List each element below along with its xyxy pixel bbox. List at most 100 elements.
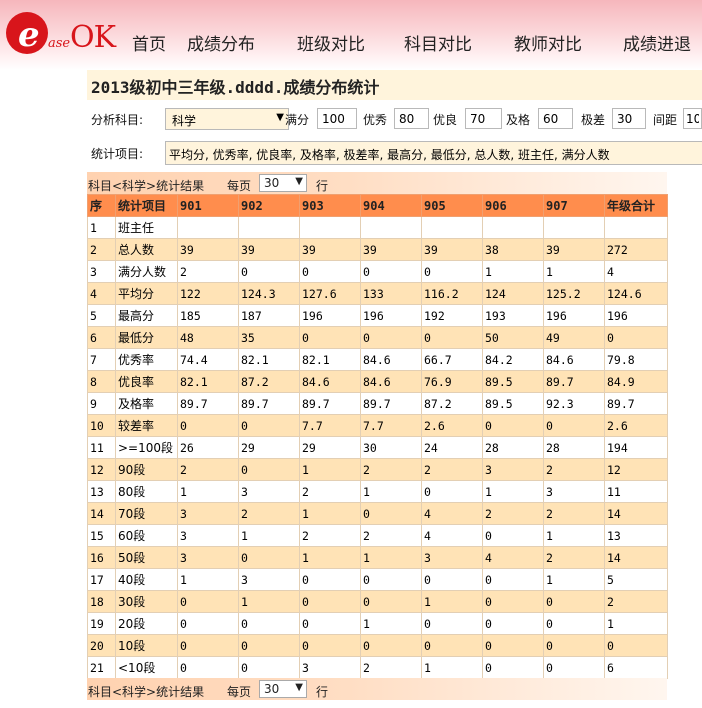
- table-cell: 196: [543, 304, 605, 327]
- table-cell: 3: [299, 656, 361, 679]
- pager-top-per-page-select[interactable]: 30 ▼: [259, 174, 307, 192]
- table-cell: 127.6: [299, 282, 361, 305]
- good-input[interactable]: [465, 108, 502, 129]
- pass-input[interactable]: [538, 108, 573, 129]
- table-cell: 3: [238, 568, 300, 591]
- table-cell: 3: [543, 480, 605, 503]
- row-index-cell: 11: [87, 436, 116, 459]
- table-cell: 1: [360, 546, 422, 569]
- row-index-cell: 19: [87, 612, 116, 635]
- row-index-cell: 6: [87, 326, 116, 349]
- table-cell: [543, 216, 605, 239]
- excellent-input[interactable]: [394, 108, 429, 129]
- table-cell: 196: [604, 304, 668, 327]
- row-index-cell: 9: [87, 392, 116, 415]
- table-cell: 1: [238, 524, 300, 547]
- nav-score-progress[interactable]: 成绩进退: [623, 35, 691, 55]
- table-cell: 0: [482, 634, 544, 657]
- table-cell: 0: [421, 326, 483, 349]
- table-cell: 0: [604, 634, 668, 657]
- nav-teacher-comparison[interactable]: 教师对比: [514, 35, 582, 55]
- pager-bottom-per-page-label: 每页: [227, 685, 252, 699]
- table-cell: 0: [543, 590, 605, 613]
- logo[interactable]: e ase OK: [4, 6, 122, 60]
- nav-home[interactable]: 首页: [132, 35, 166, 55]
- table-cell: 84.6: [299, 370, 361, 393]
- table-cell: 0: [482, 656, 544, 679]
- poor-input[interactable]: [612, 108, 646, 129]
- table-row: 13 80段 1 3 2 1 0 1 3 11: [87, 480, 668, 503]
- table-cell: 1: [543, 568, 605, 591]
- pager-bottom-row-label: 行: [316, 685, 329, 699]
- table-cell: 76.9: [421, 370, 483, 393]
- nav-score-distribution[interactable]: 成绩分布: [187, 35, 255, 55]
- table-cell: 194: [604, 436, 668, 459]
- row-label-cell: 最低分: [115, 326, 178, 349]
- full-score-input[interactable]: [317, 108, 357, 129]
- nav-subject-comparison[interactable]: 科目对比: [404, 35, 472, 55]
- table-cell: 2: [482, 502, 544, 525]
- table-cell: 0: [299, 634, 361, 657]
- row-index-cell: 18: [87, 590, 116, 613]
- nav-class-comparison[interactable]: 班级对比: [297, 35, 365, 55]
- table-cell: 2: [543, 502, 605, 525]
- column-header: 903: [299, 194, 361, 217]
- results-panel: 科目<科学>统计结果 每页 30 ▼ 行 序 统计项目 901 902 903 …: [87, 172, 668, 700]
- table-cell: 89.7: [360, 392, 422, 415]
- table-cell: 0: [360, 590, 422, 613]
- table-cell: 0: [482, 414, 544, 437]
- table-cell: 0: [238, 458, 300, 481]
- items-input[interactable]: 平均分, 优秀率, 优良率, 及格率, 极差率, 最高分, 最低分, 总人数, …: [165, 141, 702, 165]
- column-header: 907: [543, 194, 605, 217]
- table-cell: 3: [421, 546, 483, 569]
- row-label-cell: 最高分: [115, 304, 178, 327]
- table-cell: 0: [238, 656, 300, 679]
- table-row: 20 10段 0 0 0 0 0 0 0 0: [87, 634, 668, 657]
- table-cell: 29: [238, 436, 300, 459]
- subject-select[interactable]: 科学 ▼: [165, 108, 289, 130]
- table-cell: 196: [360, 304, 422, 327]
- table-cell: 0: [482, 524, 544, 547]
- table-cell: 82.1: [177, 370, 239, 393]
- table-row: 15 60段 3 1 2 2 4 0 1 13: [87, 524, 668, 547]
- table-cell: 74.4: [177, 348, 239, 371]
- table-cell: 0: [360, 326, 422, 349]
- row-index-cell: 4: [87, 282, 116, 305]
- table-row: 8 优良率 82.1 87.2 84.6 84.6 76.9 89.5 89.7 84.9: [87, 370, 668, 393]
- table-cell: 2: [543, 458, 605, 481]
- row-index-cell: 5: [87, 304, 116, 327]
- interval-label: 间距: [653, 113, 678, 127]
- pager-bottom-per-page-value: 30: [264, 682, 280, 696]
- table-cell: 0: [421, 260, 483, 283]
- table-cell: 4: [482, 546, 544, 569]
- row-index-cell: 20: [87, 634, 116, 657]
- table-cell: 116.2: [421, 282, 483, 305]
- pager-bottom-label: 科目<科学>统计结果: [88, 685, 205, 699]
- table-cell: 89.7: [543, 370, 605, 393]
- table-cell: [604, 216, 668, 239]
- table-row: 1 班主任: [87, 216, 668, 239]
- column-header: 902: [238, 194, 300, 217]
- table-cell: 0: [299, 612, 361, 635]
- table-cell: 2.6: [604, 414, 668, 437]
- table-cell: 79.8: [604, 348, 668, 371]
- poor-label: 极差: [581, 113, 606, 127]
- dropdown-arrow-icon: ▼: [295, 682, 303, 693]
- table-cell: 38: [482, 238, 544, 261]
- good-label: 优良: [433, 113, 458, 127]
- table-cell: 0: [299, 568, 361, 591]
- table-cell: 125.2: [543, 282, 605, 305]
- table-cell: 39: [543, 238, 605, 261]
- table-cell: 84.6: [543, 348, 605, 371]
- interval-input[interactable]: [683, 108, 702, 129]
- table-cell: 2: [604, 590, 668, 613]
- table-cell: 2: [360, 524, 422, 547]
- column-header: 901: [177, 194, 239, 217]
- table-cell: 0: [360, 568, 422, 591]
- table-row: 5 最高分 185 187 196 196 192 193 196 196: [87, 304, 668, 327]
- table-cell: 4: [421, 502, 483, 525]
- pager-bottom-per-page-select[interactable]: 30 ▼: [259, 680, 307, 698]
- row-index-cell: 17: [87, 568, 116, 591]
- row-index-cell: 3: [87, 260, 116, 283]
- table-cell: 0: [543, 414, 605, 437]
